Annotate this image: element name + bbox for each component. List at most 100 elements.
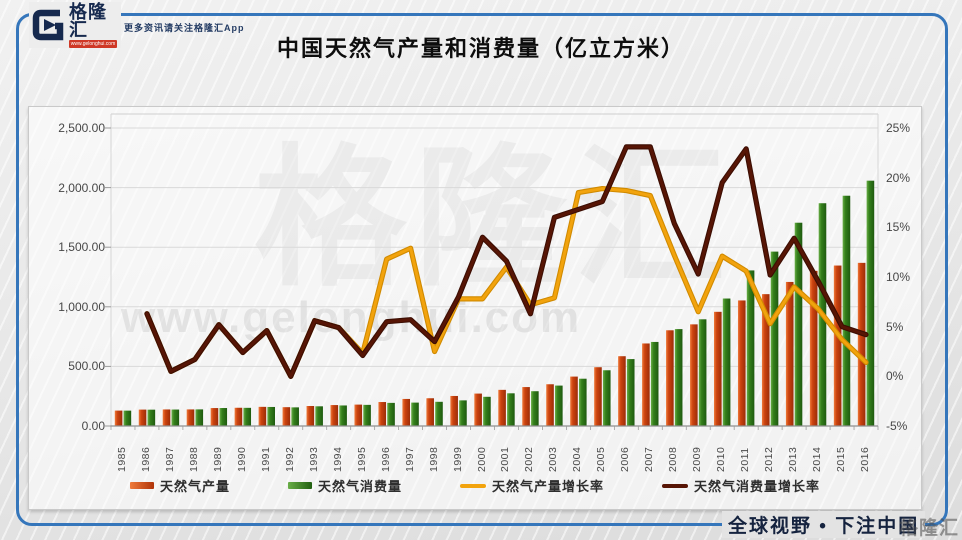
logo-texts: 格隆汇 www.gelonghui.com — [69, 3, 121, 48]
bar-production-2009 — [690, 324, 698, 426]
year-label-1998: 1998 — [427, 446, 440, 472]
brand-tagline: 更多资讯请关注格隆汇App — [124, 23, 245, 33]
bar-consumption-2008 — [674, 329, 683, 426]
year-label-2005: 2005 — [595, 446, 608, 472]
year-label-1999: 1999 — [451, 446, 464, 472]
legend-swatch-line-icon — [460, 483, 486, 488]
page-title: 中国天然气产量和消费量（亿立方米） — [276, 36, 685, 61]
legend-item: 天然气产量 — [129, 476, 230, 495]
brand-logo: 格隆汇 www.gelonghui.com — [29, 2, 121, 48]
bar-production-2010 — [714, 311, 722, 426]
legend-swatch-bar-icon — [287, 482, 312, 489]
right-tick-5%: 5% — [886, 319, 904, 334]
bar-consumption-2016 — [866, 180, 875, 426]
bar-production-1991 — [258, 406, 267, 426]
legend-label: 天然气消费量 — [317, 479, 402, 494]
year-label-2006: 2006 — [619, 446, 632, 472]
year-label-1995: 1995 — [355, 446, 368, 472]
bar-consumption-1997 — [411, 402, 419, 426]
left-tick-1,000.00: 1,000.00 — [58, 299, 105, 314]
bar-consumption-1990 — [243, 407, 252, 426]
left-tick-500.00: 500.00 — [68, 359, 105, 374]
year-label-1986: 1986 — [139, 446, 152, 472]
bar-production-1998 — [426, 398, 434, 426]
year-label-2009: 2009 — [691, 446, 704, 472]
brand-url: www.gelonghui.com — [69, 39, 117, 48]
bar-production-2015 — [833, 265, 842, 426]
bar-production-2007 — [642, 343, 650, 426]
gelonghui-g-icon — [32, 9, 64, 41]
year-label-2012: 2012 — [763, 446, 776, 472]
bar-production-2016 — [857, 262, 866, 426]
bar-consumption-2012 — [770, 251, 779, 426]
chart-legend: 天然气产量 天然气消费量 天然气产量增长率 天然气消费量增长率 — [29, 476, 921, 495]
bar-production-2006 — [618, 356, 626, 426]
footer-slogan: 全球视野 • 下注中国 — [722, 511, 926, 538]
legend-swatch-bar-icon — [129, 482, 154, 489]
legend-item: 天然气产量增长率 — [460, 476, 604, 495]
lines-layer — [144, 144, 869, 379]
left-tick-2,000.00: 2,000.00 — [58, 180, 105, 195]
bar-consumption-1993 — [315, 406, 323, 426]
year-label-1985: 1985 — [115, 446, 128, 472]
bar-production-1992 — [282, 407, 291, 426]
year-label-2016: 2016 — [859, 446, 872, 472]
bar-production-1993 — [306, 406, 315, 426]
year-label-1989: 1989 — [211, 446, 224, 472]
bar-consumption-2004 — [578, 378, 587, 426]
bar-consumption-1996 — [387, 402, 395, 426]
bar-consumption-2002 — [531, 391, 539, 426]
consumption-growth-line — [145, 145, 868, 378]
bar-production-2012 — [761, 294, 770, 426]
left-tick-1,500.00: 1,500.00 — [58, 240, 105, 255]
bar-production-1999 — [450, 395, 458, 426]
bar-production-2003 — [546, 384, 554, 426]
year-label-2013: 2013 — [787, 446, 800, 472]
bar-consumption-2015 — [842, 195, 851, 426]
bar-production-2001 — [498, 389, 506, 426]
bar-consumption-2003 — [555, 385, 563, 426]
bar-production-1986 — [138, 409, 147, 426]
legend-label: 天然气消费量增长率 — [694, 479, 821, 494]
bar-consumption-1994 — [339, 405, 347, 426]
right-tick-10%: 10% — [886, 270, 911, 284]
year-label-1996: 1996 — [379, 446, 392, 472]
right-tick-20%: 20% — [886, 170, 911, 185]
year-label-2011: 2011 — [739, 447, 752, 472]
bar-consumption-2013 — [794, 222, 803, 426]
bar-production-1988 — [186, 409, 195, 426]
year-label-2007: 2007 — [643, 446, 656, 472]
bar-consumption-1998 — [435, 401, 443, 426]
legend-swatch-line-icon — [662, 483, 689, 488]
plot-svg — [105, 113, 879, 430]
year-label-2001: 2001 — [499, 446, 512, 472]
chart-panel: 格隆汇 www.gelonghui.com 2,500.00 2,000.00 1,… — [28, 106, 922, 510]
bar-consumption-1991 — [267, 406, 275, 426]
bar-consumption-2006 — [626, 359, 635, 426]
bar-consumption-2000 — [483, 396, 491, 426]
bar-production-1990 — [234, 407, 243, 426]
right-tick--5%: -5% — [886, 419, 908, 434]
center-watermark-url: www.gelonghui.com — [121, 293, 582, 342]
bar-consumption-1987 — [171, 409, 180, 426]
bar-production-2014 — [809, 270, 818, 426]
year-label-1990: 1990 — [235, 446, 248, 472]
right-tick-25%: 25% — [886, 121, 911, 135]
corner-watermark: 格隆汇 — [899, 518, 960, 539]
bar-consumption-1985 — [123, 410, 132, 426]
left-tick-2,500.00: 2,500.00 — [58, 121, 105, 135]
year-label-2015: 2015 — [835, 446, 848, 472]
bar-production-1997 — [402, 398, 411, 426]
year-label-1988: 1988 — [187, 446, 200, 472]
year-label-1987: 1987 — [163, 446, 176, 472]
bar-production-1987 — [162, 409, 171, 426]
year-label-2003: 2003 — [547, 446, 560, 472]
bar-production-2005 — [594, 367, 602, 426]
year-label-1992: 1992 — [283, 446, 296, 472]
bar-production-1989 — [210, 408, 219, 426]
bar-production-2008 — [666, 330, 674, 426]
bar-consumption-1989 — [219, 408, 228, 426]
axis-layer — [105, 127, 879, 430]
bar-consumption-1988 — [195, 409, 204, 426]
bar-production-2000 — [474, 393, 482, 426]
